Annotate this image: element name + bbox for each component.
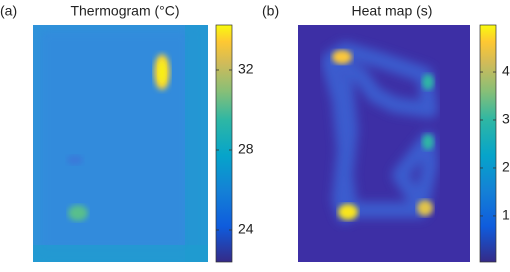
panel-title: Thermogram (°C) [70,3,179,19]
colorbar-tick-label: 3 [502,111,510,127]
colorbar [215,24,233,263]
colorbar-tick-label: 4 [502,63,510,79]
thermogram-image [33,25,208,262]
panel-title: Heat map (s) [352,3,433,19]
colorbar-tick-label: 32 [238,61,254,77]
panel-label: (a) [0,3,17,19]
colorbar-tick-label: 24 [238,221,254,237]
colorbar [479,24,497,263]
colorbar-tick-label: 2 [502,159,510,175]
panel-label: (b) [262,3,279,19]
colorbar-tick-label: 28 [238,141,254,157]
heat-map-image [298,25,470,262]
colorbar-tick-label: 1 [502,207,510,223]
